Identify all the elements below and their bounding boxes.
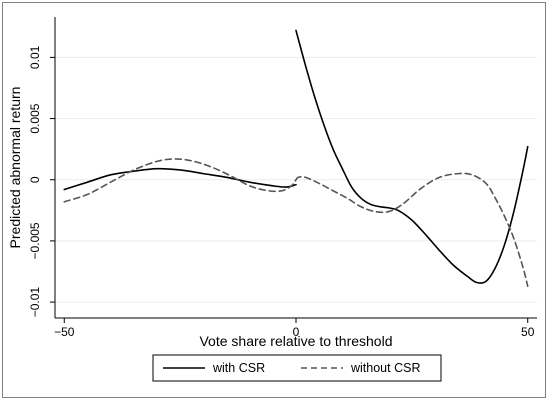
y-tick-label: −0.01 bbox=[28, 287, 42, 318]
series-line-with-csr-right bbox=[295, 29, 529, 284]
x-tick-label: −50 bbox=[54, 325, 75, 339]
x-axis-title: Vote share relative to threshold bbox=[199, 333, 392, 349]
legend-label-without-csr: without CSR bbox=[350, 361, 420, 375]
series-line-without-csr-left bbox=[63, 158, 297, 203]
y-axis-title: Predicted abnormal return bbox=[7, 87, 23, 249]
y-tick-label: 0.005 bbox=[28, 103, 42, 133]
legend: with CSR without CSR bbox=[152, 354, 442, 382]
series-line-with-csr-left bbox=[63, 167, 297, 191]
x-tick-label: 50 bbox=[521, 325, 535, 339]
y-tick-label: 0.01 bbox=[28, 45, 42, 69]
series-lines bbox=[63, 29, 529, 287]
series-line-without-csr-right bbox=[295, 172, 529, 287]
x-tick-label: 0 bbox=[293, 325, 300, 339]
y-tick-label: −0.005 bbox=[28, 222, 42, 259]
y-tick-label: 0 bbox=[28, 176, 42, 183]
legend-label-with-csr: with CSR bbox=[212, 361, 265, 375]
gridlines bbox=[55, 56, 537, 303]
axes: −0.01 −0.005 0 0.005 0.01 −50 0 50 bbox=[28, 17, 537, 339]
chart-frame bbox=[2, 2, 546, 398]
